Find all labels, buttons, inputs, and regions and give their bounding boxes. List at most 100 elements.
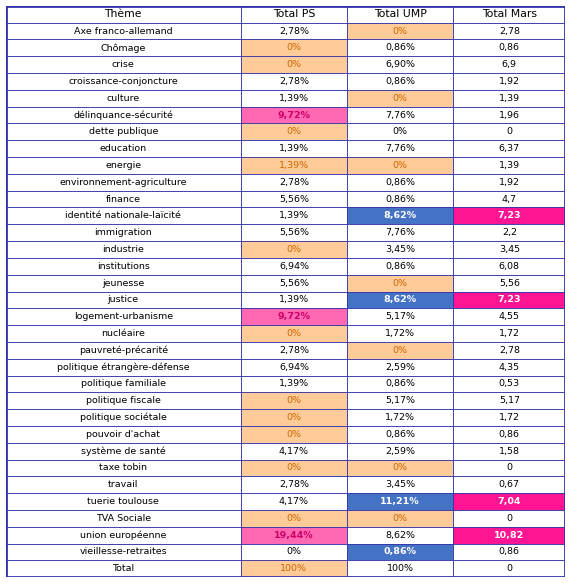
Text: 1,72: 1,72 [499,413,520,422]
Text: logement-urbanisme: logement-urbanisme [74,312,173,321]
Bar [347,40,453,56]
Text: 1,39%: 1,39% [279,380,309,388]
Text: 0,86%: 0,86% [385,195,415,203]
Bar [453,527,565,543]
Bar [241,442,347,459]
Text: industrie: industrie [102,245,144,254]
Text: 1,39: 1,39 [499,161,520,170]
Bar [6,426,241,442]
Bar [453,426,565,442]
Bar [241,224,347,241]
Text: 0%: 0% [393,514,408,523]
Bar [453,308,565,325]
Bar [347,527,453,543]
Text: 5,56: 5,56 [499,279,520,287]
Text: 0%: 0% [287,547,301,556]
Text: 0%: 0% [287,127,301,136]
Text: Total PS: Total PS [273,9,315,19]
Bar [6,527,241,543]
Bar [347,174,453,191]
Text: 0,53: 0,53 [499,380,520,388]
Text: 1,72%: 1,72% [385,329,415,338]
Text: 0,86%: 0,86% [384,547,417,556]
Bar [453,510,565,527]
Text: immigration: immigration [94,228,152,237]
Bar [347,325,453,342]
Text: Total Mars: Total Mars [482,9,537,19]
Bar [347,442,453,459]
Bar [241,527,347,543]
Text: 1,39%: 1,39% [279,296,309,304]
Bar [347,73,453,90]
Text: 0%: 0% [287,463,301,472]
Bar [453,241,565,258]
Bar [347,375,453,392]
Text: 1,92: 1,92 [499,77,520,86]
Text: education: education [100,144,147,153]
Text: Chômage: Chômage [100,43,146,52]
Text: 8,62%: 8,62% [384,212,417,220]
Text: 0%: 0% [393,94,408,103]
Bar [453,292,565,308]
Bar [347,359,453,375]
Text: pauvreté-précarité: pauvreté-précarité [79,346,168,355]
Bar [241,241,347,258]
Bar [6,560,241,577]
Bar [241,426,347,442]
Bar [347,409,453,426]
Text: 0,86%: 0,86% [385,77,415,86]
Bar [6,224,241,241]
Text: 0%: 0% [393,127,408,136]
Bar [347,510,453,527]
Text: 7,23: 7,23 [497,296,521,304]
Bar [453,375,565,392]
Bar [453,107,565,124]
Bar [347,258,453,275]
Bar [453,543,565,560]
Bar [6,543,241,560]
Text: 9,72%: 9,72% [278,312,311,321]
Text: crise: crise [112,60,135,69]
Text: travail: travail [108,480,138,489]
Text: energie: energie [105,161,141,170]
Text: 0%: 0% [393,463,408,472]
Bar [453,275,565,292]
Text: 0%: 0% [393,279,408,287]
Text: Total UMP: Total UMP [374,9,427,19]
Text: politique sociétale: politique sociétale [80,413,167,422]
Bar [241,40,347,56]
Bar [453,493,565,510]
Text: 0%: 0% [287,329,301,338]
Bar [241,375,347,392]
Bar [241,560,347,577]
Bar [453,40,565,56]
Text: dette publique: dette publique [89,127,158,136]
Bar [6,308,241,325]
Text: 1,96: 1,96 [499,111,520,120]
Text: politique familiale: politique familiale [81,380,166,388]
Text: 0,86%: 0,86% [385,43,415,52]
Text: 2,78%: 2,78% [279,77,309,86]
Bar [241,493,347,510]
Bar [347,191,453,208]
Bar [241,476,347,493]
Text: 4,7: 4,7 [502,195,517,203]
Text: 0: 0 [506,564,512,573]
Bar [241,409,347,426]
Text: taxe tobin: taxe tobin [99,463,147,472]
Text: 1,92: 1,92 [499,178,520,187]
Text: 2,78%: 2,78% [279,178,309,187]
Bar [347,476,453,493]
Text: 3,45%: 3,45% [385,245,415,254]
Bar [453,73,565,90]
Bar [241,275,347,292]
Bar [453,560,565,577]
Bar [241,124,347,141]
Bar [241,174,347,191]
Bar [453,23,565,40]
Text: 0%: 0% [287,245,301,254]
Bar [6,56,241,73]
Bar [6,275,241,292]
Text: 0: 0 [506,127,512,136]
Text: 1,72%: 1,72% [385,413,415,422]
